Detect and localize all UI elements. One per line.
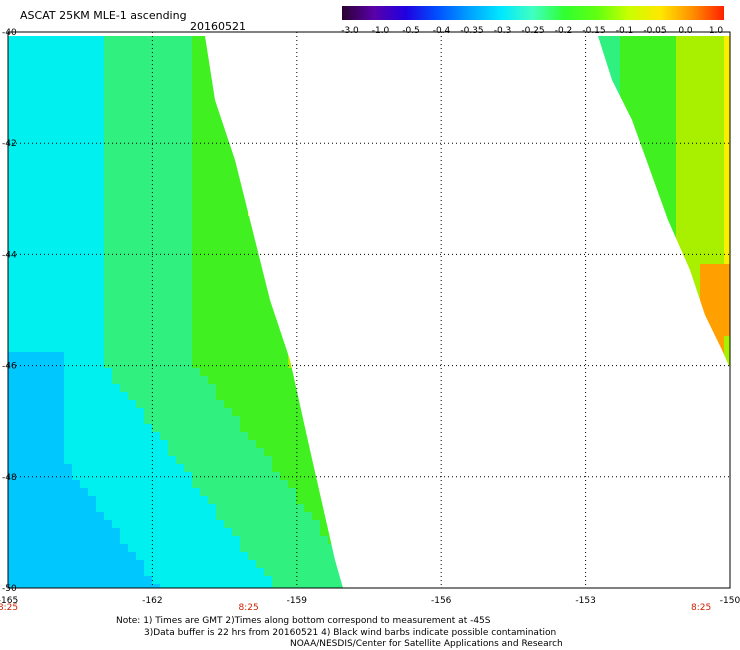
lat-tick-label: -50 xyxy=(2,584,17,594)
colorbar-label: -0.3 xyxy=(493,26,512,36)
note-line-2: 3)Data buffer is 22 hrs from 20160521 4)… xyxy=(144,628,557,638)
colorbar-label: 0.0 xyxy=(678,26,693,36)
colorbar-label: -1.0 xyxy=(371,26,390,36)
colorbar-label: -0.4 xyxy=(432,26,451,36)
lat-tick-label: -42 xyxy=(2,139,17,149)
lat-tick-label: -44 xyxy=(2,250,17,260)
time-label: 8:25 xyxy=(239,603,259,613)
lat-tick-label: -48 xyxy=(2,473,17,483)
time-label: 8:25 xyxy=(0,603,18,613)
lon-tick-label: -165 xyxy=(0,596,18,606)
swath-1 xyxy=(8,36,343,588)
time-label: 8:25 xyxy=(691,603,711,613)
plot-frame xyxy=(7,31,731,589)
colorbar-label: -3.0 xyxy=(341,26,359,36)
colorbar xyxy=(342,6,724,20)
swath-2 xyxy=(598,36,730,368)
colorbar-label: -0.15 xyxy=(582,26,606,36)
colorbar-gradient xyxy=(342,6,724,20)
lat-tick-label: -40 xyxy=(2,28,17,38)
lon-tick-label: -156 xyxy=(431,596,452,606)
map-date: 20160521 xyxy=(190,20,246,33)
note-line-3: NOAA/NESDIS/Center for Satellite Applica… xyxy=(290,639,563,649)
colorbar-label: -0.05 xyxy=(643,26,667,36)
colorbar-label: -0.1 xyxy=(615,26,634,36)
colorbar-label: -0.2 xyxy=(554,26,573,36)
lat-tick-label: -46 xyxy=(2,362,17,372)
lon-tick-label: -150 xyxy=(720,596,740,606)
lon-tick-label: -153 xyxy=(575,596,595,606)
colorbar-label: -0.5 xyxy=(402,26,420,36)
colorbar-label: -0.25 xyxy=(521,26,545,36)
map-title: ASCAT 25KM MLE-1 ascending xyxy=(20,9,187,22)
colorbar-label: -0.35 xyxy=(460,26,484,36)
colorbar-label: 1.0 xyxy=(708,26,724,36)
note-line-1: Note: 1) Times are GMT 2)Times along bot… xyxy=(116,616,491,626)
lon-tick-label: -159 xyxy=(287,596,308,606)
lon-tick-label: -162 xyxy=(142,596,162,606)
